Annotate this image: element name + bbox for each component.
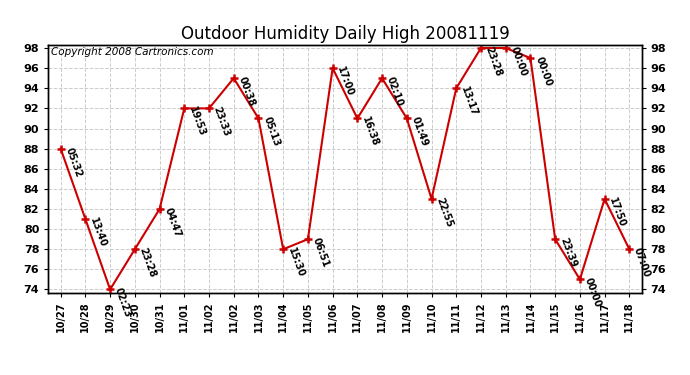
Text: 05:13: 05:13 — [262, 116, 282, 148]
Text: 16:38: 16:38 — [360, 116, 380, 148]
Text: 19:53: 19:53 — [187, 106, 207, 138]
Text: 22:55: 22:55 — [434, 196, 454, 229]
Text: 01:49: 01:49 — [410, 116, 430, 148]
Text: 13:17: 13:17 — [459, 86, 479, 118]
Text: Copyright 2008 Cartronics.com: Copyright 2008 Cartronics.com — [51, 48, 214, 57]
Text: 00:00: 00:00 — [533, 55, 553, 88]
Text: 13:40: 13:40 — [88, 216, 108, 249]
Text: 23:28: 23:28 — [137, 246, 157, 279]
Text: 15:30: 15:30 — [286, 246, 306, 279]
Title: Outdoor Humidity Daily High 20081119: Outdoor Humidity Daily High 20081119 — [181, 26, 509, 44]
Text: 02:10: 02:10 — [385, 75, 405, 108]
Text: 04:47: 04:47 — [162, 206, 182, 239]
Text: 23:39: 23:39 — [558, 236, 578, 269]
Text: 23:28: 23:28 — [484, 45, 504, 78]
Text: 00:00: 00:00 — [509, 45, 529, 78]
Text: 06:51: 06:51 — [310, 236, 331, 269]
Text: 23:33: 23:33 — [212, 106, 232, 138]
Text: 17:00: 17:00 — [335, 65, 355, 98]
Text: 00:38: 00:38 — [237, 75, 257, 108]
Text: 07:00: 07:00 — [632, 246, 652, 279]
Text: 05:32: 05:32 — [63, 146, 83, 178]
Text: 00:00: 00:00 — [582, 277, 602, 309]
Text: 02:23: 02:23 — [113, 287, 133, 319]
Text: 17:50: 17:50 — [607, 196, 627, 229]
